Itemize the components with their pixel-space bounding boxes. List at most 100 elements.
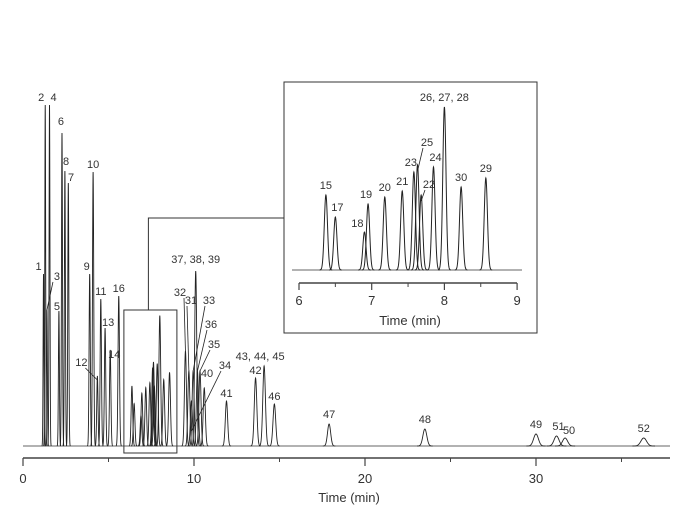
inset-peak-21 [395, 189, 409, 271]
inset-peak-19 [361, 202, 375, 271]
peak-label: 50 [563, 425, 575, 437]
peak-8 [62, 170, 68, 447]
inset-peak-label: 21 [396, 176, 408, 188]
inset-peak-label: 22 [423, 179, 435, 191]
peak-label: 34 [219, 360, 231, 372]
inset-x-tick-label: 8 [441, 293, 448, 308]
inset-peak-30 [454, 185, 468, 271]
inset-peak-29 [479, 176, 493, 271]
leader-line [199, 349, 211, 372]
peak-5 [56, 310, 62, 447]
peak-label: 1 [35, 261, 41, 273]
peak-label: 11 [95, 286, 106, 298]
inset-peak-20 [378, 195, 392, 271]
leader-line [197, 329, 208, 372]
x-tick-label: 0 [19, 471, 26, 486]
peak-label: 35 [208, 339, 220, 351]
inset-x-axis-ticks: 6 7 8 9 [295, 283, 521, 308]
inset-peak-label: 24 [429, 152, 441, 164]
peak-label: 41 [220, 388, 232, 400]
peak-48 [417, 428, 433, 447]
peak-label: 40 [201, 368, 213, 380]
peak-label: 52 [638, 423, 650, 435]
peak-label: 2 [38, 92, 44, 104]
peak-37-38-39 [191, 270, 200, 447]
inset-peak-label: 15 [320, 180, 332, 192]
inset-region-peak [138, 391, 146, 447]
peak-label: 3 [54, 271, 60, 283]
inset-region-peak [150, 384, 158, 447]
peak-50 [555, 437, 576, 447]
peak-label: 9 [84, 261, 90, 273]
inset-peak-25 [411, 163, 424, 271]
inset-region-peak [165, 372, 174, 447]
peak-47 [322, 423, 336, 447]
inset-region-peak [130, 402, 138, 447]
peak-label: 37, 38, 39 [171, 254, 220, 266]
inset-region-peak [128, 385, 136, 447]
inset-peak-label: 23 [405, 157, 417, 169]
leader-line [417, 147, 424, 172]
zoom-connector-line [147, 217, 284, 310]
peak-label: 10 [87, 159, 99, 171]
peak-label: 32 [174, 287, 186, 299]
peak-7 [65, 182, 71, 447]
inset-peak-15 [319, 193, 333, 271]
peak-label: 43, 44, 45 [236, 351, 285, 363]
peak-6 [59, 132, 65, 447]
peak-label: 36 [205, 319, 217, 331]
leader-line [183, 297, 186, 352]
peak-label: 48 [419, 414, 431, 426]
peak-43-44-45 [258, 364, 270, 447]
peak-49 [526, 433, 546, 447]
peak-label: 8 [63, 156, 69, 168]
inset-x-axis-label: Time (min) [379, 313, 441, 328]
inset-trace [292, 106, 522, 271]
inset-region-peak [160, 377, 168, 447]
peak-label: 47 [323, 409, 335, 421]
leader-line [420, 189, 426, 202]
peak-label: 46 [268, 391, 280, 403]
peak-11 [98, 298, 104, 447]
peak-label: 42 [249, 365, 261, 377]
inset-peak-26-27-28 [437, 106, 451, 271]
peak-46 [268, 403, 280, 447]
x-tick-label: 10 [187, 471, 201, 486]
peak-label: 33 [203, 295, 215, 307]
peak-label: 4 [50, 92, 56, 104]
zoom-region-box [123, 309, 178, 454]
peak-label: 13 [102, 317, 114, 329]
peak-label: 49 [530, 419, 542, 431]
inset-peak-label: 30 [455, 172, 467, 184]
leader-line [192, 305, 206, 372]
peak-label: 7 [68, 172, 74, 184]
x-tick-label: 30 [529, 471, 543, 486]
inset-x-tick-label: 9 [513, 293, 520, 308]
inset-peak-18 [357, 231, 371, 271]
x-axis-ticks: 0 10 20 30 [19, 458, 622, 486]
peak-label: 16 [113, 283, 125, 295]
peak-label: 14 [108, 349, 120, 361]
inset-frame [283, 81, 538, 334]
peak-label: 6 [58, 116, 64, 128]
peak-10 [90, 171, 96, 447]
peak-16 [115, 295, 122, 447]
peak-label: 31 [185, 295, 197, 307]
inset-region-peak [156, 315, 164, 447]
inset-peak-17 [328, 216, 342, 271]
peak-1 [41, 273, 46, 447]
peak-42 [250, 376, 261, 447]
peak-label: 51 [552, 421, 564, 433]
inset-peak-label: 17 [331, 202, 343, 214]
peak-14 [107, 349, 114, 447]
main-trace [23, 104, 670, 447]
inset-peak-label: 25 [421, 137, 433, 149]
inset-peak-label: 26, 27, 28 [420, 92, 469, 104]
leader-line [46, 281, 54, 311]
peak-label: 12 [75, 357, 87, 369]
inset-peak-22 [414, 193, 428, 271]
peak-13 [102, 327, 108, 447]
peak-4 [47, 104, 52, 447]
